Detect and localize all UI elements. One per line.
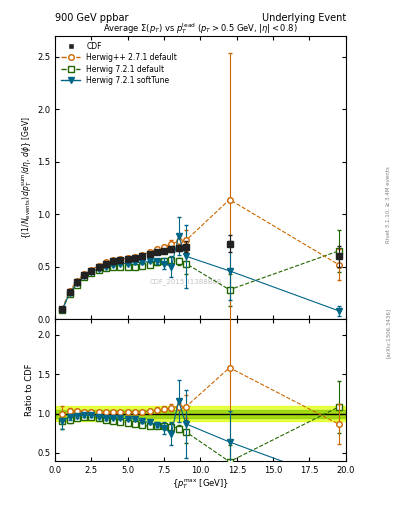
- Bar: [55, 410, 346, 417]
- Text: Rivet 3.1.10, ≥ 3.4M events: Rivet 3.1.10, ≥ 3.4M events: [386, 166, 391, 243]
- Y-axis label: Ratio to CDF: Ratio to CDF: [25, 364, 34, 416]
- Text: Underlying Event: Underlying Event: [262, 13, 346, 23]
- Y-axis label: $\{(1/N_\mathrm{events})\, dp_T^\mathrm{sum}/d\eta,\, d\phi\}\ [\mathrm{GeV}]$: $\{(1/N_\mathrm{events})\, dp_T^\mathrm{…: [21, 116, 34, 239]
- Title: Average $\Sigma(p_T)$ vs $p_T^\mathrm{lead}$ ($p_T > 0.5$ GeV, $|\eta| < 0.8$): Average $\Sigma(p_T)$ vs $p_T^\mathrm{le…: [103, 21, 298, 36]
- Text: [arXiv:1306.3436]: [arXiv:1306.3436]: [386, 308, 391, 358]
- Bar: [55, 406, 346, 421]
- Text: CDF_2015_I1388868: CDF_2015_I1388868: [150, 279, 222, 285]
- Text: 900 GeV ppbar: 900 GeV ppbar: [55, 13, 129, 23]
- X-axis label: $\{p_T^\mathrm{max}\ [\mathrm{GeV}]\}$: $\{p_T^\mathrm{max}\ [\mathrm{GeV}]\}$: [172, 477, 229, 491]
- Legend: CDF, Herwig++ 2.7.1 default, Herwig 7.2.1 default, Herwig 7.2.1 softTune: CDF, Herwig++ 2.7.1 default, Herwig 7.2.…: [59, 39, 180, 87]
